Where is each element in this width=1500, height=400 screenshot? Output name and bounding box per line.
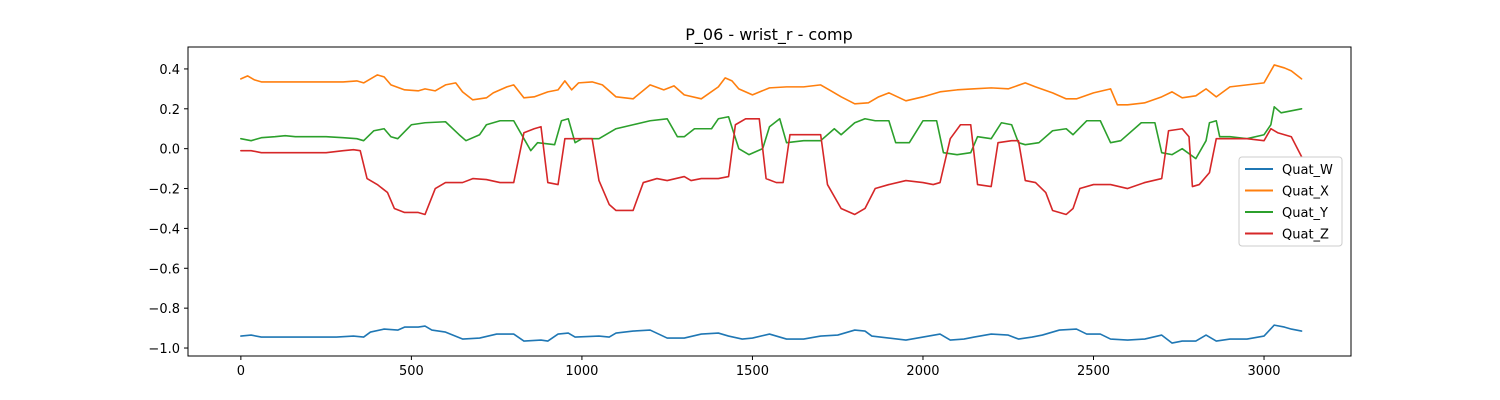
x-tick-label: 1000 [565, 364, 598, 379]
x-tick-label: 3000 [1247, 364, 1280, 379]
series-line-quat-y [240, 106, 1303, 160]
y-tick-label: −1.0 [148, 342, 180, 357]
x-tick-label: 500 [399, 364, 424, 379]
x-tick-label: 2000 [906, 364, 939, 379]
series-line-quat-w [240, 324, 1303, 344]
legend-label-quat-x: Quat_X [1282, 185, 1329, 200]
x-axis: 0 500 1000 1500 2000 2500 3000 [237, 356, 1281, 379]
series-line-quat-z [240, 117, 1303, 216]
y-tick-label: −0.4 [148, 222, 180, 237]
chart-title: P_06 - wrist_r - comp [685, 25, 853, 45]
y-axis: 0.4 0.2 0.0 −0.2 −0.4 −0.6 −0.8 −1.0 [148, 63, 188, 357]
y-tick-label: 0.0 [159, 143, 180, 158]
plot-area-frame [187, 46, 1352, 357]
y-tick-label: 0.4 [159, 63, 180, 78]
legend-label-quat-y: Quat_Y [1282, 206, 1328, 221]
x-tick-label: 0 [237, 364, 245, 379]
series-line-quat-x [240, 64, 1303, 106]
y-tick-label: −0.2 [148, 183, 180, 198]
legend-label-quat-w: Quat_W [1282, 163, 1333, 178]
legend: Quat_W Quat_X Quat_Y Quat_Z [1238, 156, 1343, 247]
y-tick-label: 0.2 [159, 103, 180, 118]
plot-lines [240, 64, 1303, 344]
legend-box [1238, 156, 1343, 247]
y-tick-label: −0.6 [148, 262, 180, 277]
x-tick-label: 2500 [1077, 364, 1110, 379]
y-tick-label: −0.8 [148, 302, 180, 317]
x-tick-label: 1500 [736, 364, 769, 379]
legend-label-quat-z: Quat_Z [1282, 228, 1329, 243]
